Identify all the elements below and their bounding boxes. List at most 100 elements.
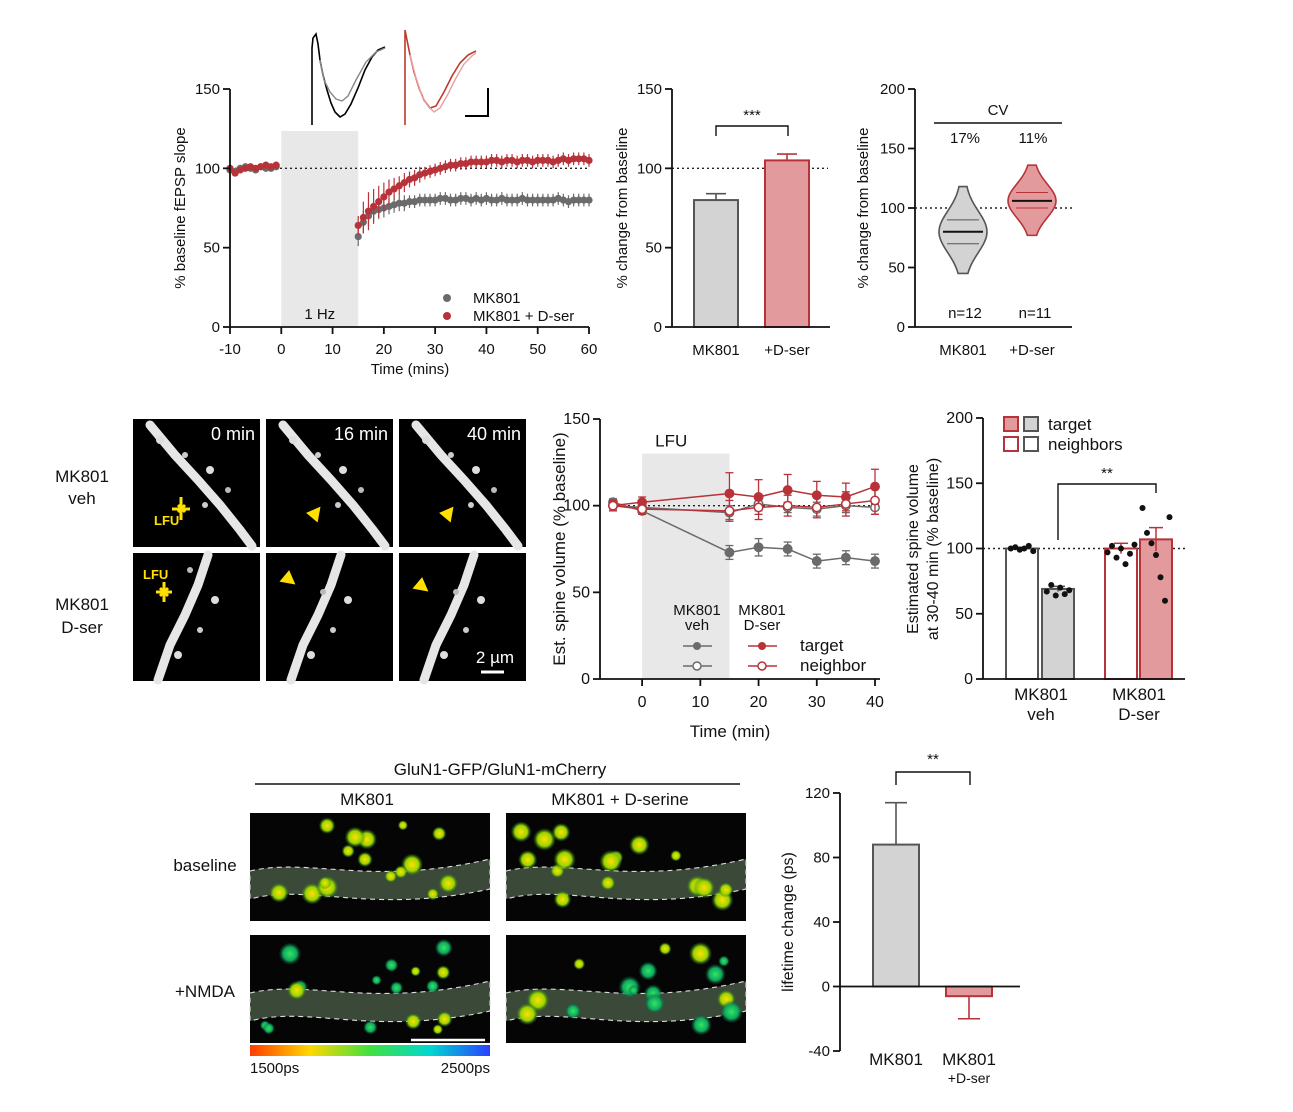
f-significance-bracket — [895, 771, 971, 785]
e-point — [1021, 545, 1028, 552]
a-point — [575, 196, 583, 204]
flim-spine — [599, 849, 623, 873]
flim-spine — [287, 980, 307, 1001]
d-point — [637, 504, 648, 515]
flim-spine — [688, 941, 713, 966]
a-x-tick-label: -10 — [219, 341, 241, 358]
e-point — [1162, 597, 1168, 604]
a-point — [370, 202, 378, 211]
e-significance-bracket — [1057, 483, 1157, 540]
flim-spine — [410, 966, 421, 977]
scale-bar-label: 2 µm — [476, 648, 514, 667]
flim-row-nmda: +NMDA — [175, 982, 236, 1001]
e-bar — [1139, 538, 1173, 680]
a-point — [411, 174, 419, 182]
flim-tile — [249, 813, 491, 921]
a-point — [395, 199, 403, 207]
e-point — [1157, 574, 1164, 581]
a-point — [446, 161, 455, 169]
a-y-tick-label: 0 — [212, 319, 220, 336]
a-point — [580, 196, 588, 204]
c-y-tick-label: 0 — [897, 319, 905, 336]
a-point — [405, 198, 414, 206]
d-point — [608, 500, 618, 511]
panel-b: 0 50 100 150 MK801 +D-ser *** % change from b… — [614, 81, 830, 359]
f-significance: ** — [927, 751, 939, 768]
a-x-tick-label: 30 — [427, 341, 444, 358]
a-axes: 0 50 100 150 -10 0 10 20 30 40 50 60 — [195, 81, 597, 358]
d-legend-neighbor: neighbor — [800, 656, 867, 675]
a-stim-region — [281, 131, 359, 327]
flim-spine — [262, 1022, 275, 1035]
e-bar — [1104, 547, 1138, 680]
e-point — [1166, 514, 1173, 521]
arrowhead-icon — [439, 506, 454, 523]
b-axes: 0 50 100 150 MK801 +D-ser — [637, 81, 830, 359]
d-y-tick-label: 150 — [563, 411, 590, 428]
flim-spine — [436, 1011, 453, 1028]
flim-spine — [341, 844, 355, 858]
b-y-tick-label: 50 — [645, 240, 662, 257]
a-point — [503, 156, 511, 164]
a-legend-mk801: MK801 — [473, 290, 521, 307]
d-x-tick-label: 40 — [866, 694, 884, 711]
e-point — [1104, 549, 1111, 556]
flim-spine — [718, 882, 734, 898]
c-cv-mk801: 17% — [950, 130, 980, 147]
image-r1c2: 16 min — [266, 419, 393, 551]
panel-a: 1 Hz 0 50 100 150 -10 0 10 20 30 40 50 60 Time (min… — [172, 29, 597, 378]
d-point — [811, 502, 822, 513]
d-point — [753, 502, 764, 513]
flim-spine — [438, 873, 459, 894]
a-point — [231, 169, 239, 177]
a-point — [364, 207, 373, 215]
img-time-0: 0 min — [211, 424, 255, 444]
e-ylabel-2: at 30-40 min (% baseline) — [925, 458, 942, 640]
d-x-tick-label: 30 — [808, 694, 826, 711]
a-point — [585, 196, 593, 204]
c-y-tick-label: 200 — [880, 81, 905, 98]
e-point — [1127, 550, 1133, 557]
flim-spine — [397, 820, 409, 831]
a-point — [539, 156, 547, 164]
flim-spine — [269, 882, 290, 903]
flim-spine — [371, 975, 382, 986]
flim-spine — [363, 1020, 378, 1035]
a-ylabel: % baseline fEPSP slope — [172, 127, 189, 289]
flim-spine — [432, 1024, 444, 1035]
e-point — [1144, 529, 1150, 536]
flim-spine — [431, 826, 447, 841]
b-bar — [764, 159, 810, 328]
panel-d: LFU 0 50 100 150 0 10 20 30 40 Time (min) Est. s… — [550, 411, 884, 741]
arrowhead-icon — [279, 570, 296, 585]
b-y-tick-label: 100 — [637, 160, 662, 177]
e-point — [1066, 587, 1073, 594]
a-x-tick-label: 10 — [324, 341, 341, 358]
e-point — [1118, 545, 1124, 552]
e-point — [1030, 548, 1037, 555]
flim-images: GluN1-GFP/GluN1-mCherry MK801 MK801 + D-… — [173, 760, 747, 1077]
d-stim-label: LFU — [655, 432, 687, 451]
a-point — [400, 179, 408, 187]
a-point — [421, 196, 429, 204]
c-y-tick-label: 150 — [880, 141, 905, 158]
f-y-tick-label: 0 — [822, 979, 830, 996]
flim-spine — [344, 826, 366, 848]
a-point — [359, 213, 367, 222]
a-x-tick-label: 0 — [277, 341, 285, 358]
flim-cbar-low: 1500ps — [250, 1060, 299, 1077]
flim-spine — [573, 957, 586, 970]
b-bar — [693, 199, 739, 328]
e-legend-neighbors: neighbors — [1048, 435, 1123, 454]
d-point — [840, 498, 851, 509]
a-y-tick-label: 100 — [195, 160, 220, 177]
flim-spine — [628, 984, 639, 996]
d-y-tick-label: 0 — [581, 671, 590, 688]
flim-colorbar — [250, 1045, 490, 1056]
e-point — [1052, 592, 1059, 599]
d-legend-group-veh-1: MK801 — [673, 602, 721, 619]
a-point — [354, 232, 362, 241]
panel-e: 0 50 100 150 200 ** Estimated spine volume a… — [905, 410, 1185, 724]
